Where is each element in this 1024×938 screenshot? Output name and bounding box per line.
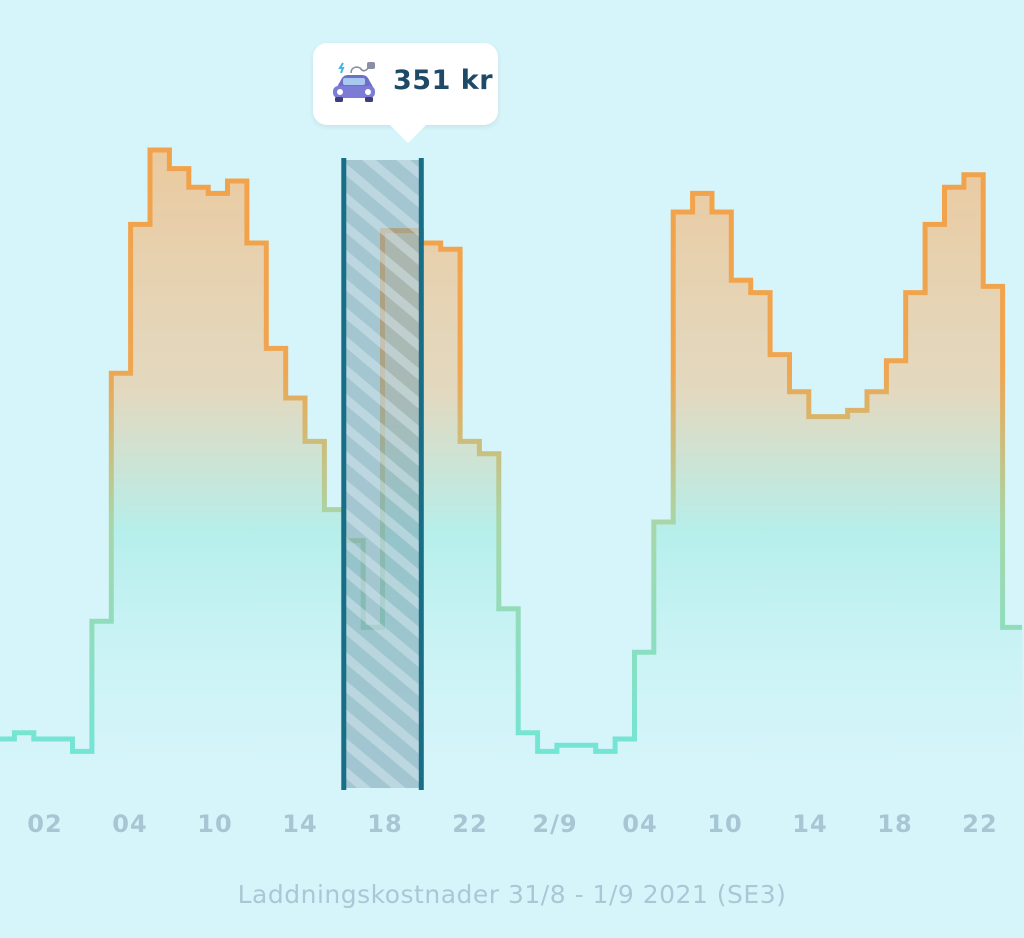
x-tick-label: 02 xyxy=(27,810,62,838)
highlight-band[interactable] xyxy=(343,160,422,788)
x-tick-label: 04 xyxy=(112,810,147,838)
x-tick-label: 14 xyxy=(282,810,317,838)
x-tick-label: 18 xyxy=(877,810,912,838)
x-tick-label: 22 xyxy=(962,810,997,838)
series-area xyxy=(0,150,1022,790)
electric-car-icon xyxy=(333,62,375,102)
series-line xyxy=(0,147,1022,754)
x-tick-label: 2/9 xyxy=(532,810,577,838)
x-tick-label: 14 xyxy=(792,810,827,838)
x-tick-label: 10 xyxy=(197,810,232,838)
price-tooltip: 351 kr xyxy=(313,43,498,143)
x-tick-label: 04 xyxy=(622,810,657,838)
tooltip-value: 351 kr xyxy=(393,65,494,96)
x-tick-label: 22 xyxy=(452,810,487,838)
x-tick-label: 18 xyxy=(367,810,402,838)
x-tick-label: 10 xyxy=(707,810,742,838)
chart-subtitle: Laddningskostnader 31/8 - 1/9 2021 (SE3) xyxy=(237,880,787,909)
